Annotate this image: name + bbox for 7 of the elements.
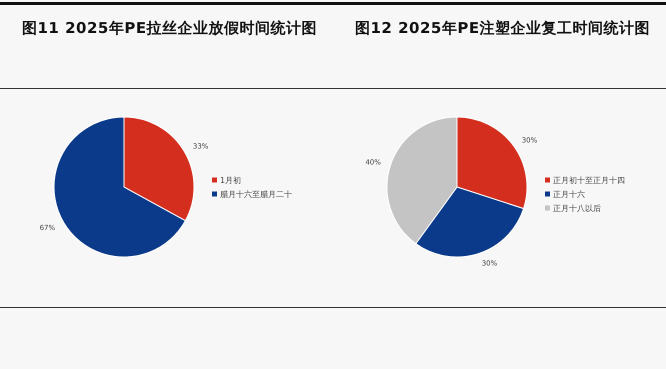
legend-label: 正月初十至正月十四 xyxy=(553,176,625,185)
legend-label: 正月十八以后 xyxy=(553,204,601,213)
legend-label: 正月十六 xyxy=(553,190,585,199)
chart-title: 图12 2025年PE注塑企业复工时间统计图 xyxy=(355,18,652,39)
chart-title: 图11 2025年PE拉丝企业放假时间统计图 xyxy=(22,18,318,39)
legend-label: 1月初 xyxy=(220,176,242,185)
legend-label: 腊月十六至腊月二十 xyxy=(220,190,292,199)
